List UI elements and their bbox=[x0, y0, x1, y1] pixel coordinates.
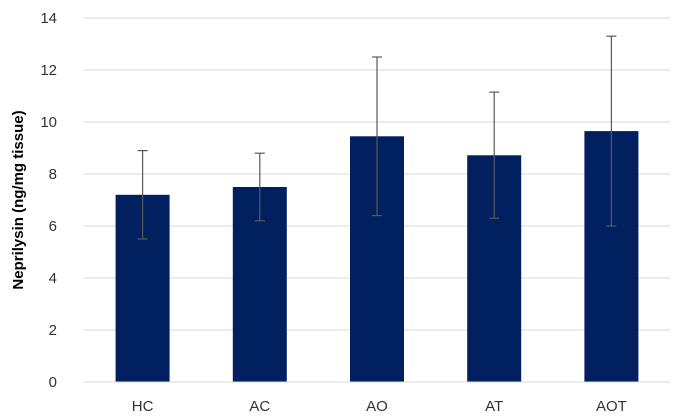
error-bar-ac bbox=[254, 152, 265, 222]
y-tick-label: 4 bbox=[49, 270, 57, 287]
y-tick-label: 14 bbox=[40, 10, 57, 27]
error-bar-hc bbox=[137, 150, 148, 240]
error-bar-aot bbox=[606, 35, 617, 227]
x-tick-label: AC bbox=[249, 398, 270, 415]
y-tick-label: 10 bbox=[40, 114, 57, 131]
y-tick-label: 8 bbox=[49, 166, 57, 183]
error-bar-ao bbox=[372, 56, 382, 217]
y-axis-title: Neprilysin (ng/mg tissue) bbox=[10, 110, 27, 289]
error-bars bbox=[137, 35, 617, 240]
x-tick-label: HC bbox=[132, 398, 154, 415]
y-tick-label: 12 bbox=[40, 62, 57, 79]
x-tick-label: AOT bbox=[596, 398, 627, 415]
error-bar-at bbox=[489, 91, 500, 219]
x-tick-label: AT bbox=[485, 398, 503, 415]
x-tick-labels: HC AC AO AT AOT bbox=[132, 398, 627, 415]
y-tick-labels: 0 2 4 6 8 10 12 14 bbox=[40, 10, 57, 391]
x-tick-label: AO bbox=[366, 398, 388, 415]
y-tick-label: 2 bbox=[49, 322, 57, 339]
y-tick-label: 6 bbox=[49, 218, 57, 235]
y-tick-label: 0 bbox=[49, 374, 57, 391]
